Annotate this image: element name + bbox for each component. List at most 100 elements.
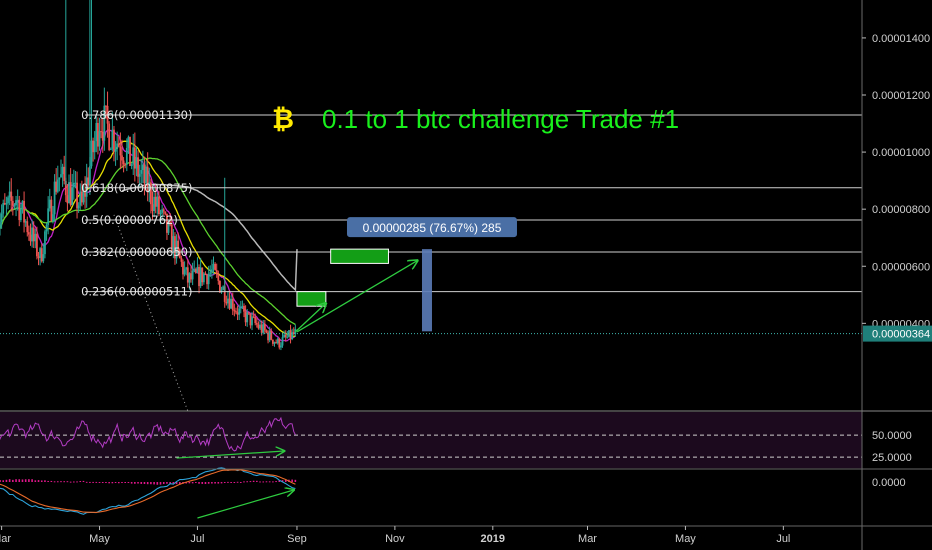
candlesticks [0, 0, 297, 351]
candle-body [238, 308, 241, 315]
projection-arrow[interactable] [296, 261, 417, 333]
candle-body [222, 286, 225, 290]
candle-body [7, 197, 9, 204]
candle-body [19, 209, 22, 221]
time-tick-label: Jul [776, 533, 790, 545]
macd-histogram-bar [76, 481, 78, 483]
candle-body [281, 337, 284, 346]
time-tick-label: Nov [385, 533, 405, 545]
target-boxes[interactable] [296, 248, 389, 307]
time-tick-label: 2019 [481, 533, 505, 545]
candle-body [82, 190, 85, 203]
macd-histogram-bar [34, 480, 37, 482]
macd-histogram-bar [214, 482, 216, 484]
candle-body [247, 312, 250, 314]
macd-histogram-bar [162, 482, 165, 485]
candle-body [214, 263, 216, 271]
candle-body [129, 136, 131, 166]
target-box[interactable] [330, 248, 389, 264]
candle-body [289, 330, 292, 339]
target-box[interactable] [296, 291, 327, 307]
candle-body [283, 334, 286, 338]
macd-histogram-bar [223, 482, 226, 483]
current-price-badge [863, 325, 932, 342]
candle-body [199, 267, 202, 287]
candle-body [196, 267, 199, 273]
macd-histogram-bar [2, 480, 5, 482]
candle-body [198, 267, 200, 287]
candle-body [37, 256, 40, 259]
macd-histogram-bar [130, 482, 133, 484]
candle-body [225, 301, 228, 304]
candle-body [29, 234, 32, 242]
macd-histogram-bar [85, 481, 88, 483]
candle-body [183, 269, 186, 275]
fib-level-label: 0.786(0.00001130) [81, 108, 192, 122]
candle-body [52, 214, 54, 221]
macd-histogram-bar [0, 480, 1, 482]
projection-arrow[interactable] [294, 303, 325, 333]
candle-body [18, 199, 21, 221]
candle-body [201, 267, 204, 283]
macd-histogram-bar [262, 481, 265, 483]
macd-histogram-bar [243, 481, 245, 483]
candle-body [119, 146, 122, 156]
candle-body [53, 181, 56, 215]
macd-histogram-bar [73, 481, 75, 483]
candle-body [11, 200, 14, 206]
candle-body [180, 258, 183, 262]
candle-body [185, 267, 188, 270]
candle-body [182, 261, 184, 275]
candle-body [23, 200, 25, 223]
fibonacci-levels[interactable]: 0.786(0.00001130) 0.618(0.00000875) 0.5(0.… [81, 108, 862, 299]
macd-histogram-bar [5, 479, 8, 482]
candle-body [88, 166, 91, 186]
candle-body [280, 345, 282, 348]
candle-body [0, 213, 3, 223]
candle-body [36, 233, 38, 257]
macd-histogram-bar [82, 480, 85, 482]
candle-body [16, 199, 19, 201]
candle-body [48, 199, 51, 209]
macd-histogram-bar [89, 481, 91, 483]
candle-body [284, 334, 287, 338]
candle-body [193, 269, 196, 271]
candle-body [56, 179, 59, 192]
macd-histogram-bar [98, 482, 101, 483]
time-tick-label: May [675, 533, 696, 545]
time-axis[interactable]: Mar May Jul Sep Nov 2019 Mar May Jul [0, 526, 790, 545]
macd-histogram-bar [60, 481, 62, 483]
candle-body [100, 131, 103, 133]
candle-body [239, 307, 242, 309]
macd-histogram-bar [265, 481, 268, 483]
candle-body [166, 213, 168, 233]
macd-histogram-bar [281, 480, 284, 482]
candle-body [24, 221, 27, 223]
candle-body [172, 236, 175, 252]
time-tick-label: Mar [578, 533, 597, 545]
macd-histogram-bar [227, 481, 229, 483]
macd-histogram-bar [249, 481, 252, 483]
measure-range-bar[interactable] [421, 249, 432, 332]
candle-body [271, 339, 274, 344]
candle-body [60, 174, 62, 178]
macd-divergence-arrow [197, 490, 293, 519]
macd-histogram-bar [15, 479, 17, 482]
candle-body [10, 191, 13, 201]
candle-body [268, 330, 271, 341]
candle-body [270, 330, 273, 340]
macd-histogram-bar [256, 480, 258, 482]
measure-tool[interactable]: 0.00000285 (76.67%) 285 [346, 217, 517, 332]
candle-body [178, 249, 181, 259]
projection-arrows[interactable] [294, 261, 417, 333]
candle-body [273, 342, 276, 344]
candle-body [162, 209, 165, 212]
candle-body [174, 236, 176, 259]
candle-body [116, 143, 119, 149]
trend-dotted-line [113, 214, 189, 412]
candle-body [34, 233, 37, 242]
price-tick-label: 0.00000800 [872, 204, 930, 216]
candle-body [32, 227, 35, 242]
